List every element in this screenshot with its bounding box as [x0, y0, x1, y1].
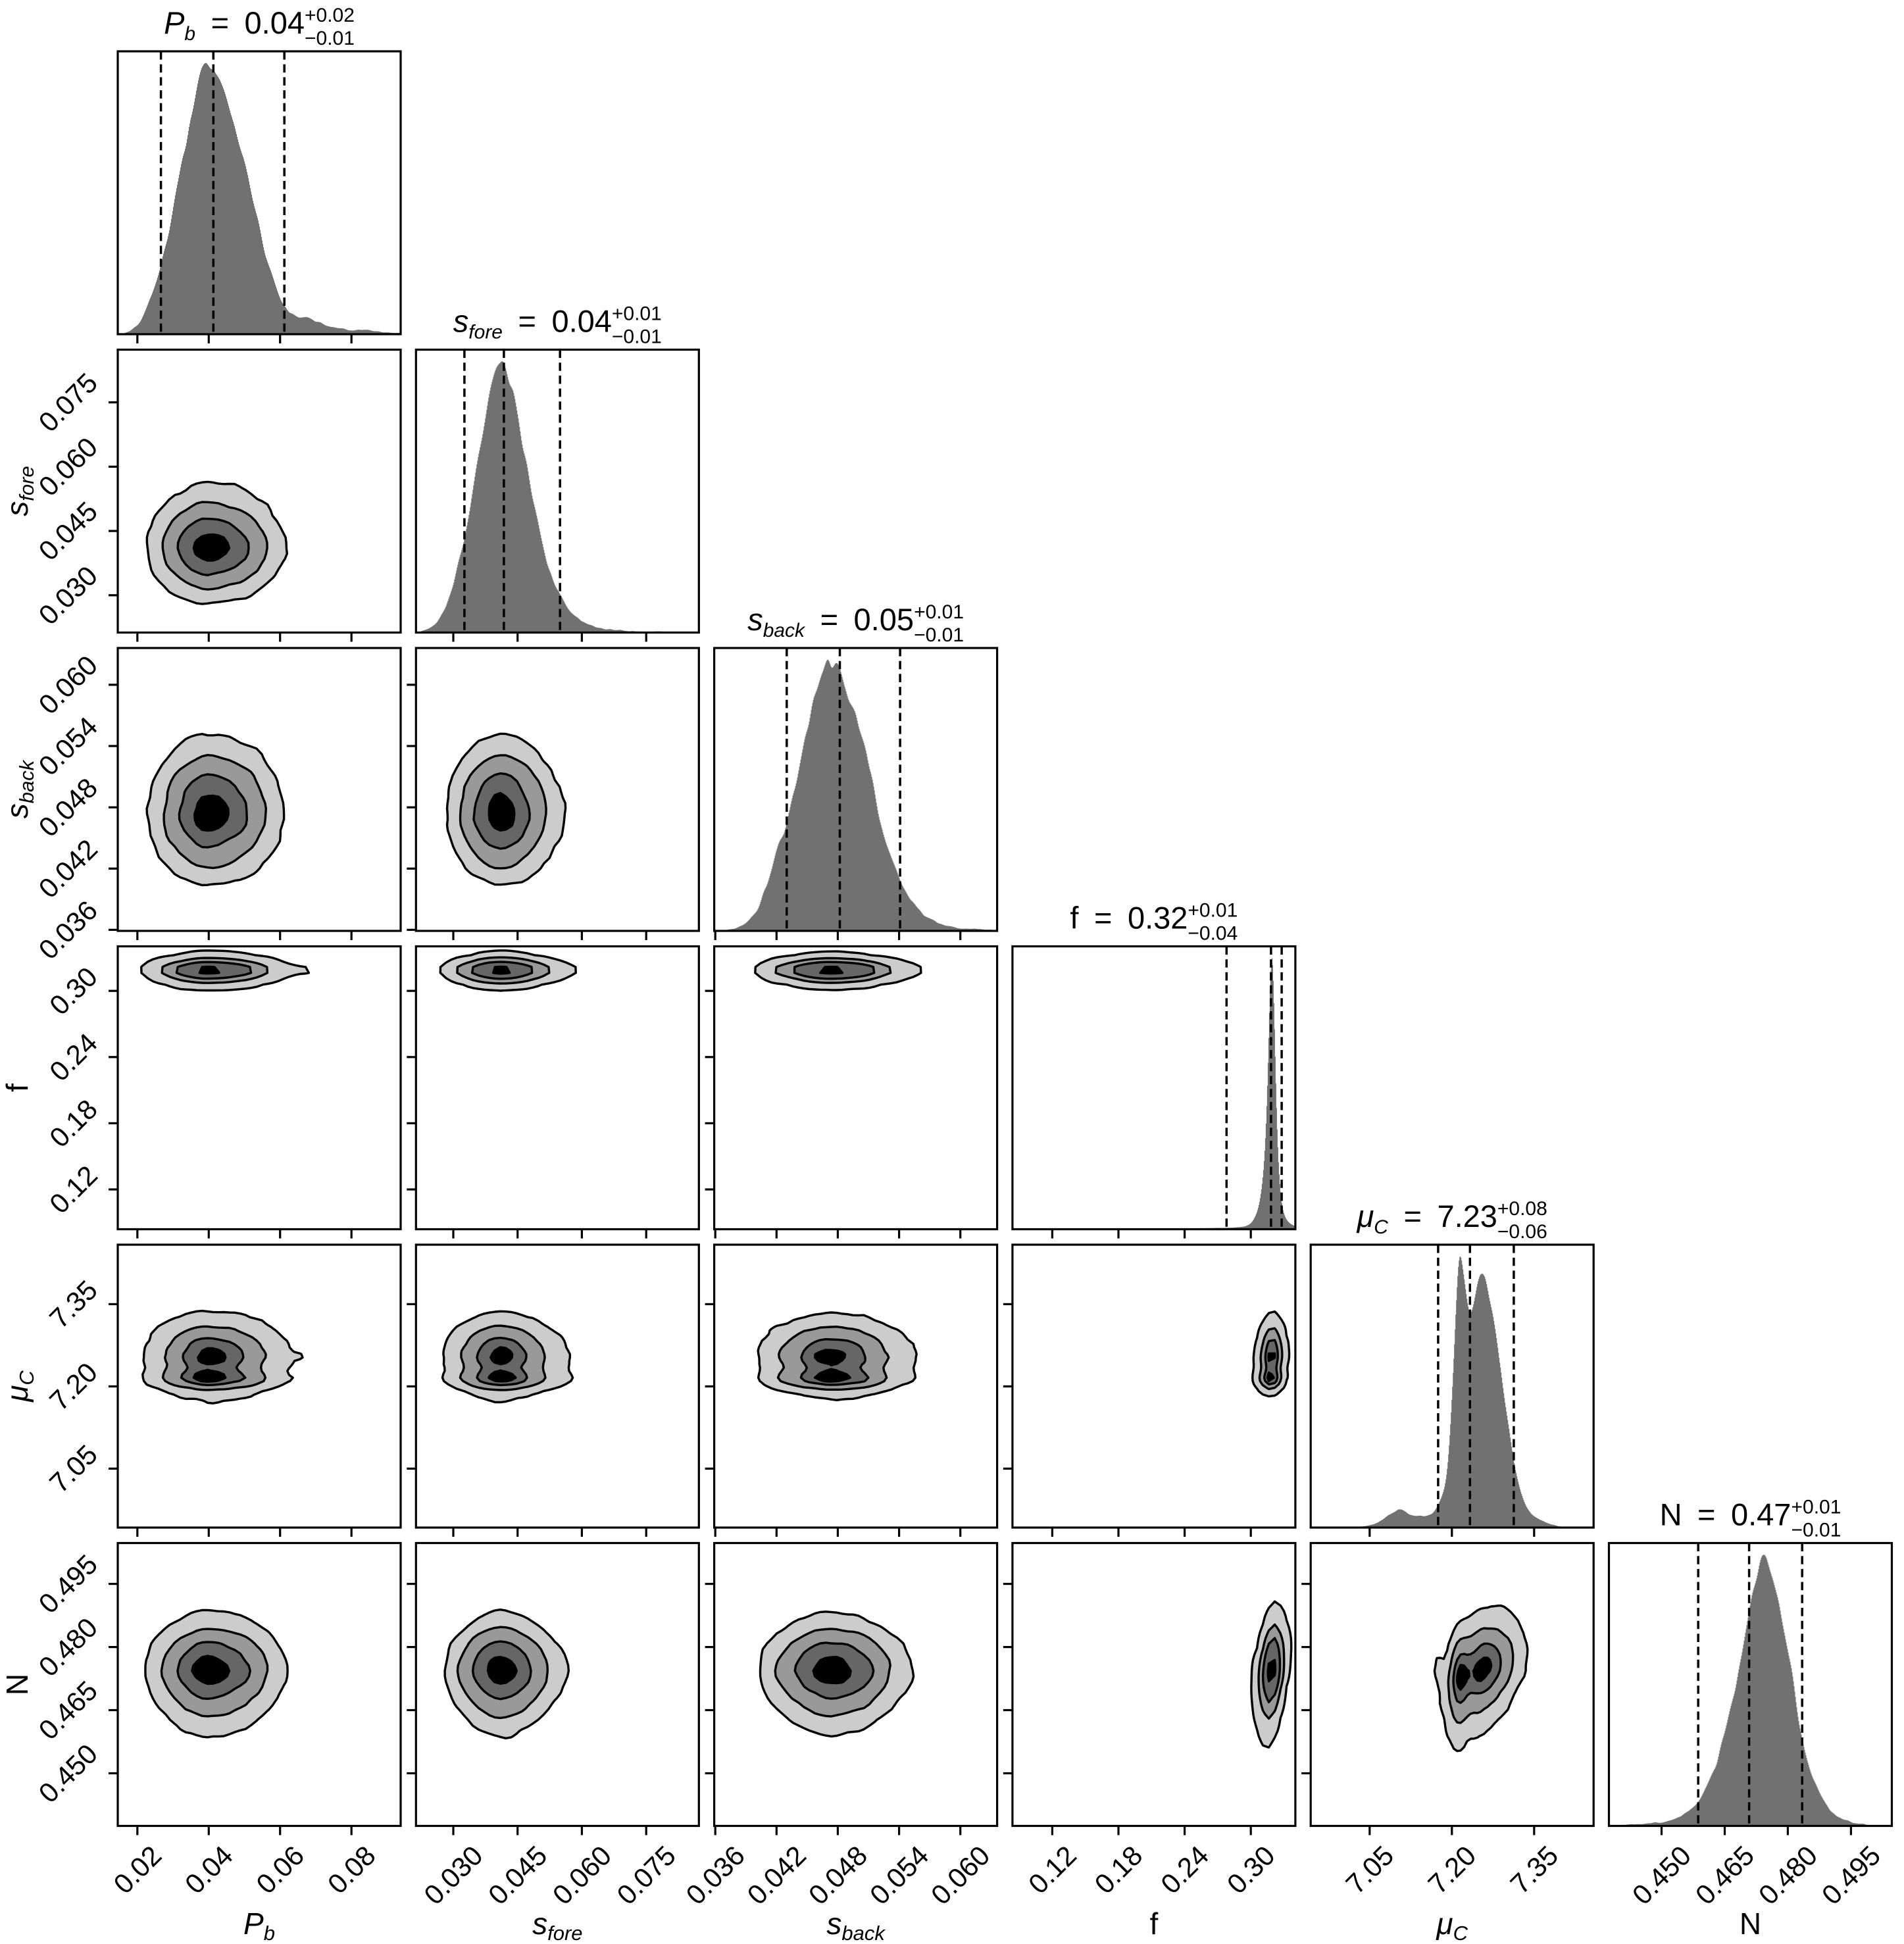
- svg-text:P: P: [243, 1907, 264, 1941]
- svg-text:b: b: [184, 23, 195, 45]
- svg-text:s: s: [0, 501, 34, 516]
- svg-text:back: back: [763, 620, 806, 641]
- svg-text:+0.01: +0.01: [612, 303, 662, 325]
- svg-text:s: s: [453, 304, 469, 339]
- svg-text:N: N: [1740, 1907, 1761, 1941]
- svg-text:s: s: [0, 803, 34, 818]
- svg-text:μ: μ: [1436, 1907, 1453, 1941]
- svg-text:N: N: [0, 1674, 34, 1695]
- svg-text:+0.01: +0.01: [1791, 1497, 1841, 1518]
- svg-text:P: P: [164, 5, 185, 40]
- svg-text:f: f: [0, 1084, 34, 1092]
- svg-text:= 0.04: = 0.04: [503, 304, 612, 339]
- svg-text:b: b: [264, 1922, 275, 1944]
- svg-text:back: back: [841, 1922, 886, 1944]
- svg-text:+0.01: +0.01: [914, 601, 964, 623]
- svg-text:fore: fore: [15, 466, 38, 501]
- svg-text:C: C: [1374, 1216, 1388, 1238]
- svg-text:−0.01: −0.01: [1791, 1520, 1841, 1541]
- svg-text:= 0.47: = 0.47: [1682, 1497, 1791, 1532]
- svg-text:N: N: [1660, 1497, 1682, 1532]
- svg-text:fore: fore: [468, 322, 503, 343]
- svg-text:s: s: [826, 1907, 841, 1941]
- svg-text:−0.06: −0.06: [1497, 1221, 1547, 1243]
- svg-text:μ: μ: [0, 1385, 34, 1403]
- svg-text:f: f: [1150, 1907, 1159, 1941]
- svg-text:f: f: [1070, 901, 1079, 935]
- svg-text:= 7.23: = 7.23: [1388, 1199, 1497, 1234]
- svg-text:s: s: [747, 602, 763, 637]
- svg-text:−0.01: −0.01: [305, 28, 355, 49]
- svg-text:−0.01: −0.01: [612, 326, 662, 348]
- svg-text:+0.01: +0.01: [1188, 900, 1238, 922]
- svg-text:−0.01: −0.01: [914, 624, 964, 646]
- svg-text:+0.08: +0.08: [1497, 1198, 1547, 1220]
- svg-text:C: C: [15, 1370, 38, 1385]
- svg-text:+0.02: +0.02: [305, 5, 355, 26]
- svg-text:−0.04: −0.04: [1188, 923, 1238, 945]
- svg-text:= 0.05: = 0.05: [805, 602, 914, 637]
- svg-text:fore: fore: [547, 1922, 582, 1944]
- svg-text:= 0.32: = 0.32: [1079, 901, 1188, 935]
- svg-text:s: s: [532, 1907, 547, 1941]
- svg-text:back: back: [15, 759, 38, 803]
- svg-text:μ: μ: [1357, 1199, 1374, 1234]
- svg-text:= 0.04: = 0.04: [195, 5, 305, 40]
- svg-text:C: C: [1453, 1922, 1468, 1944]
